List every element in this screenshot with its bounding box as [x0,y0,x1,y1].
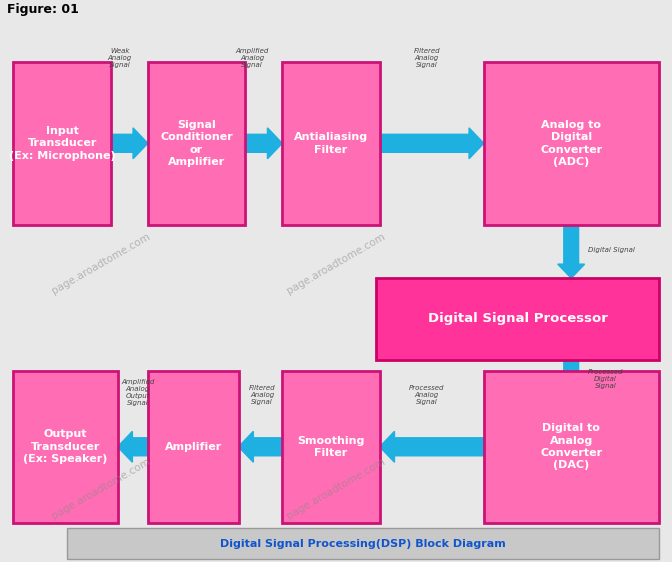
Text: Figure: 01: Figure: 01 [7,3,79,16]
Text: Digital Signal Processor: Digital Signal Processor [427,312,607,325]
FancyBboxPatch shape [282,62,380,225]
FancyBboxPatch shape [148,371,239,523]
FancyBboxPatch shape [282,371,380,523]
Text: Digital Signal: Digital Signal [588,247,635,253]
Text: Processed
Analog
Signal: Processed Analog Signal [409,385,444,405]
Text: Amplified
Analog
Signal: Amplified Analog Signal [235,48,269,68]
FancyArrow shape [380,432,484,462]
Text: Input
Transducer
(Ex: Microphone): Input Transducer (Ex: Microphone) [9,126,116,161]
Text: page.aroadtome.com: page.aroadtome.com [285,232,387,296]
Text: page.aroadtome.com: page.aroadtome.com [50,457,152,521]
FancyBboxPatch shape [484,371,659,523]
FancyArrow shape [558,360,585,402]
FancyBboxPatch shape [67,528,659,559]
Text: Smoothing
Filter: Smoothing Filter [297,436,365,458]
FancyArrow shape [239,432,282,462]
Text: Weak
Analog
Signal: Weak Analog Signal [108,48,132,68]
FancyBboxPatch shape [13,62,111,225]
FancyArrow shape [245,128,282,158]
FancyBboxPatch shape [376,278,659,360]
Text: Analog to
Digital
Converter
(ADC): Analog to Digital Converter (ADC) [540,120,602,167]
Text: Digital to
Analog
Converter
(DAC): Digital to Analog Converter (DAC) [540,423,602,470]
FancyArrow shape [558,225,585,278]
Text: Digital Signal Processing(DSP) Block Diagram: Digital Signal Processing(DSP) Block Dia… [220,539,506,549]
Text: Antialiasing
Filter: Antialiasing Filter [294,132,368,155]
FancyArrow shape [118,432,148,462]
FancyBboxPatch shape [148,62,245,225]
FancyBboxPatch shape [484,62,659,225]
Text: Signal
Conditioner
or
Amplifier: Signal Conditioner or Amplifier [160,120,233,167]
Text: Amplifier: Amplifier [165,442,222,452]
Text: Output
Transducer
(Ex: Speaker): Output Transducer (Ex: Speaker) [24,429,108,464]
FancyArrow shape [380,128,484,158]
Text: Filtered
Analog
Signal: Filtered Analog Signal [413,48,440,68]
FancyBboxPatch shape [13,371,118,523]
Text: Amplified
Analog
Output
Signal: Amplified Analog Output Signal [121,379,155,406]
Text: page.aroadtome.com: page.aroadtome.com [50,232,152,296]
FancyArrow shape [111,128,148,158]
Text: Processed
Digital
Signal: Processed Digital Signal [588,369,624,389]
Text: page.aroadtome.com: page.aroadtome.com [285,457,387,521]
Text: Filtered
Analog
Signal: Filtered Analog Signal [249,385,276,405]
